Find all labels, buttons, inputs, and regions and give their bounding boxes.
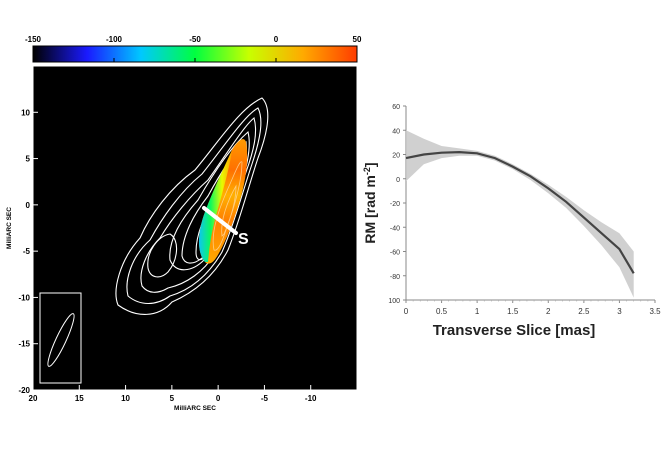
y-label-sup: -2 xyxy=(362,167,372,175)
profile-y-tick-label: 60 xyxy=(392,104,400,111)
profile-x-tick-label: 1 xyxy=(475,307,480,316)
profile-x-tick-label: 3.5 xyxy=(649,307,661,316)
profile-y-axis-label: RM [rad m-2] xyxy=(362,162,378,243)
map-x-axis-label: MilliARC SEC xyxy=(174,405,216,412)
profile-x-tick-label: 0.5 xyxy=(436,307,448,316)
y-label-main: RM [rad m xyxy=(362,175,378,243)
colorbar-tick-label: -100 xyxy=(106,35,123,44)
profile-x-tick-label: 0 xyxy=(404,307,409,316)
profile-x-ticks: 0 0.5 1 1.5 2 2.5 3 3.5 xyxy=(404,300,661,316)
profile-y-ticks: 60 40 20 0 -20 -40 -60 -80 100 xyxy=(388,104,406,305)
map-x-tick-label: 10 xyxy=(121,394,130,403)
map-y-tick-label: -15 xyxy=(18,340,30,349)
profile-y-tick-label: -80 xyxy=(390,274,400,281)
beam-box xyxy=(39,292,82,384)
map-y-tick-label: -10 xyxy=(18,293,30,302)
map-y-tick-label: 5 xyxy=(26,155,31,164)
rm-profile-chart: 0 0.5 1 1.5 2 2.5 3 3.5 6040200-20-40-60-80100 … xyxy=(362,104,661,339)
map-y-tick-label: 0 xyxy=(26,201,31,210)
profile-axes xyxy=(405,106,655,301)
profile-y-tick-label: -60 xyxy=(390,250,400,257)
profile-y-tick-label: 20 xyxy=(392,153,400,160)
y-label-close: ] xyxy=(362,162,378,167)
profile-x-tick-label: 1.5 xyxy=(507,307,519,316)
colorbar-tick-label: 0 xyxy=(274,35,279,44)
profile-y-tick-label: 100 xyxy=(388,298,400,305)
map-background xyxy=(33,66,357,390)
colorbar-tick-label: -50 xyxy=(189,35,201,44)
profile-x-tick-label: 2 xyxy=(546,307,551,316)
map-y-axis-label: MilliARC SEC xyxy=(6,207,13,249)
map-x-tick-label: 0 xyxy=(216,394,221,403)
profile-x-axis-label: Transverse Slice [mas] xyxy=(433,322,596,339)
map-y-tick-label: -20 xyxy=(18,386,30,395)
colorbar-ticks: -150 -100 -50 0 50 xyxy=(25,35,362,62)
map-y-tick-label: 10 xyxy=(21,108,30,117)
map-x-tick-label: 20 xyxy=(29,394,38,403)
map-y-ticks: 10 5 0 -5 -10 -15 -20 xyxy=(18,108,38,395)
profile-x-tick-label: 3 xyxy=(617,307,622,316)
map-x-tick-label: 15 xyxy=(75,394,84,403)
profile-y-tick-label: -40 xyxy=(390,225,400,232)
map-frame xyxy=(32,65,358,391)
map-x-ticks: 20 15 10 5 0 -5 -10 xyxy=(29,385,317,403)
map-x-tick-label: -5 xyxy=(261,394,269,403)
map-x-tick-label: -10 xyxy=(305,394,317,403)
rm-uncertainty-band xyxy=(406,130,634,298)
profile-y-tick-label: 40 xyxy=(392,128,400,135)
map-y-tick-label: -5 xyxy=(23,247,31,256)
contour-2 xyxy=(126,107,262,305)
transverse-slice-line xyxy=(202,206,238,235)
rm-map-chart: -150 -100 -50 0 50 xyxy=(6,35,362,412)
slice-label: S xyxy=(238,231,249,248)
profile-y-tick-label: 0 xyxy=(396,177,400,184)
contour-knot xyxy=(147,233,178,278)
beam-ellipse xyxy=(47,313,75,367)
contour-outer xyxy=(115,97,269,315)
map-x-tick-label: 5 xyxy=(170,394,175,403)
colorbar-tick-label: -150 xyxy=(25,35,42,44)
contour-group xyxy=(39,97,269,384)
profile-y-tick-label: -20 xyxy=(390,201,400,208)
rm-jet-edge xyxy=(198,150,232,262)
rm-profile-line xyxy=(405,150,635,274)
inner-contour-1 xyxy=(212,161,243,251)
colorbar-tick-label: 50 xyxy=(353,35,362,44)
profile-x-tick-label: 2.5 xyxy=(578,307,590,316)
contour-3 xyxy=(140,117,257,293)
